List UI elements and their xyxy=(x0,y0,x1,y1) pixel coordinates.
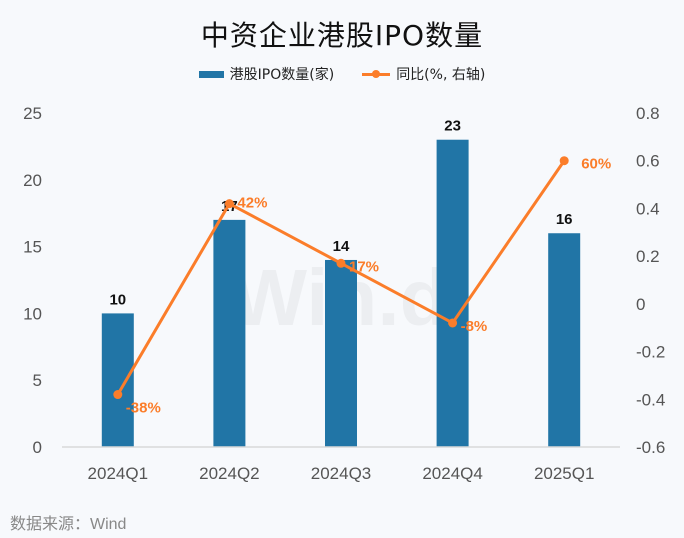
y-tick-left: 5 xyxy=(33,371,42,390)
y-tick-left: 15 xyxy=(23,238,42,257)
yoy-point-2024Q4 xyxy=(448,318,458,328)
y-tick-left: 20 xyxy=(23,171,42,190)
yoy-point-2025Q1 xyxy=(559,156,569,166)
yoy-label: 60% xyxy=(581,156,611,173)
bar-label: 10 xyxy=(109,291,126,308)
y-tick-right: -0.4 xyxy=(636,390,665,409)
bar-2025Q1 xyxy=(548,233,581,447)
bar-label: 23 xyxy=(444,118,461,135)
bar-label: 14 xyxy=(333,238,350,255)
yoy-label: 17% xyxy=(349,258,379,275)
y-tick-left: 0 xyxy=(33,438,42,457)
y-tick-right: -0.6 xyxy=(636,438,665,457)
yoy-point-2024Q2 xyxy=(224,199,234,209)
x-tick: 2024Q2 xyxy=(199,464,260,483)
source-note: 数据来源：Wind xyxy=(10,516,127,533)
x-tick: 2024Q3 xyxy=(311,464,372,483)
y-tick-right: 0.6 xyxy=(636,152,660,171)
legend-swatch-bar xyxy=(198,70,224,78)
y-tick-right: 0.4 xyxy=(636,199,660,218)
y-tick-right: 0 xyxy=(636,295,645,314)
bar-2024Q3 xyxy=(325,259,357,447)
y-tick-left: 25 xyxy=(23,104,42,123)
x-tick: 2025Q1 xyxy=(534,464,595,483)
bar-2024Q2 xyxy=(213,219,246,447)
y-tick-right: -0.2 xyxy=(636,343,665,362)
yoy-label: -38% xyxy=(126,400,161,417)
yoy-point-2024Q1 xyxy=(113,390,123,400)
bar-2024Q1 xyxy=(101,313,134,447)
y-tick-right: 0.2 xyxy=(636,247,660,266)
bar-2024Q4 xyxy=(436,139,469,447)
legend: 港股IPO数量(家) 同比(%, 右轴) xyxy=(0,64,684,84)
bar-label: 16 xyxy=(556,211,573,228)
yoy-label: -8% xyxy=(461,318,488,335)
x-tick: 2024Q1 xyxy=(88,464,149,483)
yoy-point-2024Q3 xyxy=(336,258,346,268)
y-tick-right: 0.8 xyxy=(636,104,660,123)
y-tick-left: 10 xyxy=(23,304,42,323)
x-tick: 2024Q4 xyxy=(422,464,483,483)
legend-label-bar: 港股IPO数量(家) xyxy=(229,67,335,83)
legend-label-line: 同比(%, 右轴) xyxy=(396,67,486,83)
yoy-label: 42% xyxy=(237,195,267,212)
legend-item-line: 同比(%, 右轴) xyxy=(362,64,485,84)
legend-item-bar: 港股IPO数量(家) xyxy=(198,64,335,84)
legend-swatch-line xyxy=(362,68,391,80)
chart-title: 中资企业港股IPO数量 xyxy=(200,19,484,52)
